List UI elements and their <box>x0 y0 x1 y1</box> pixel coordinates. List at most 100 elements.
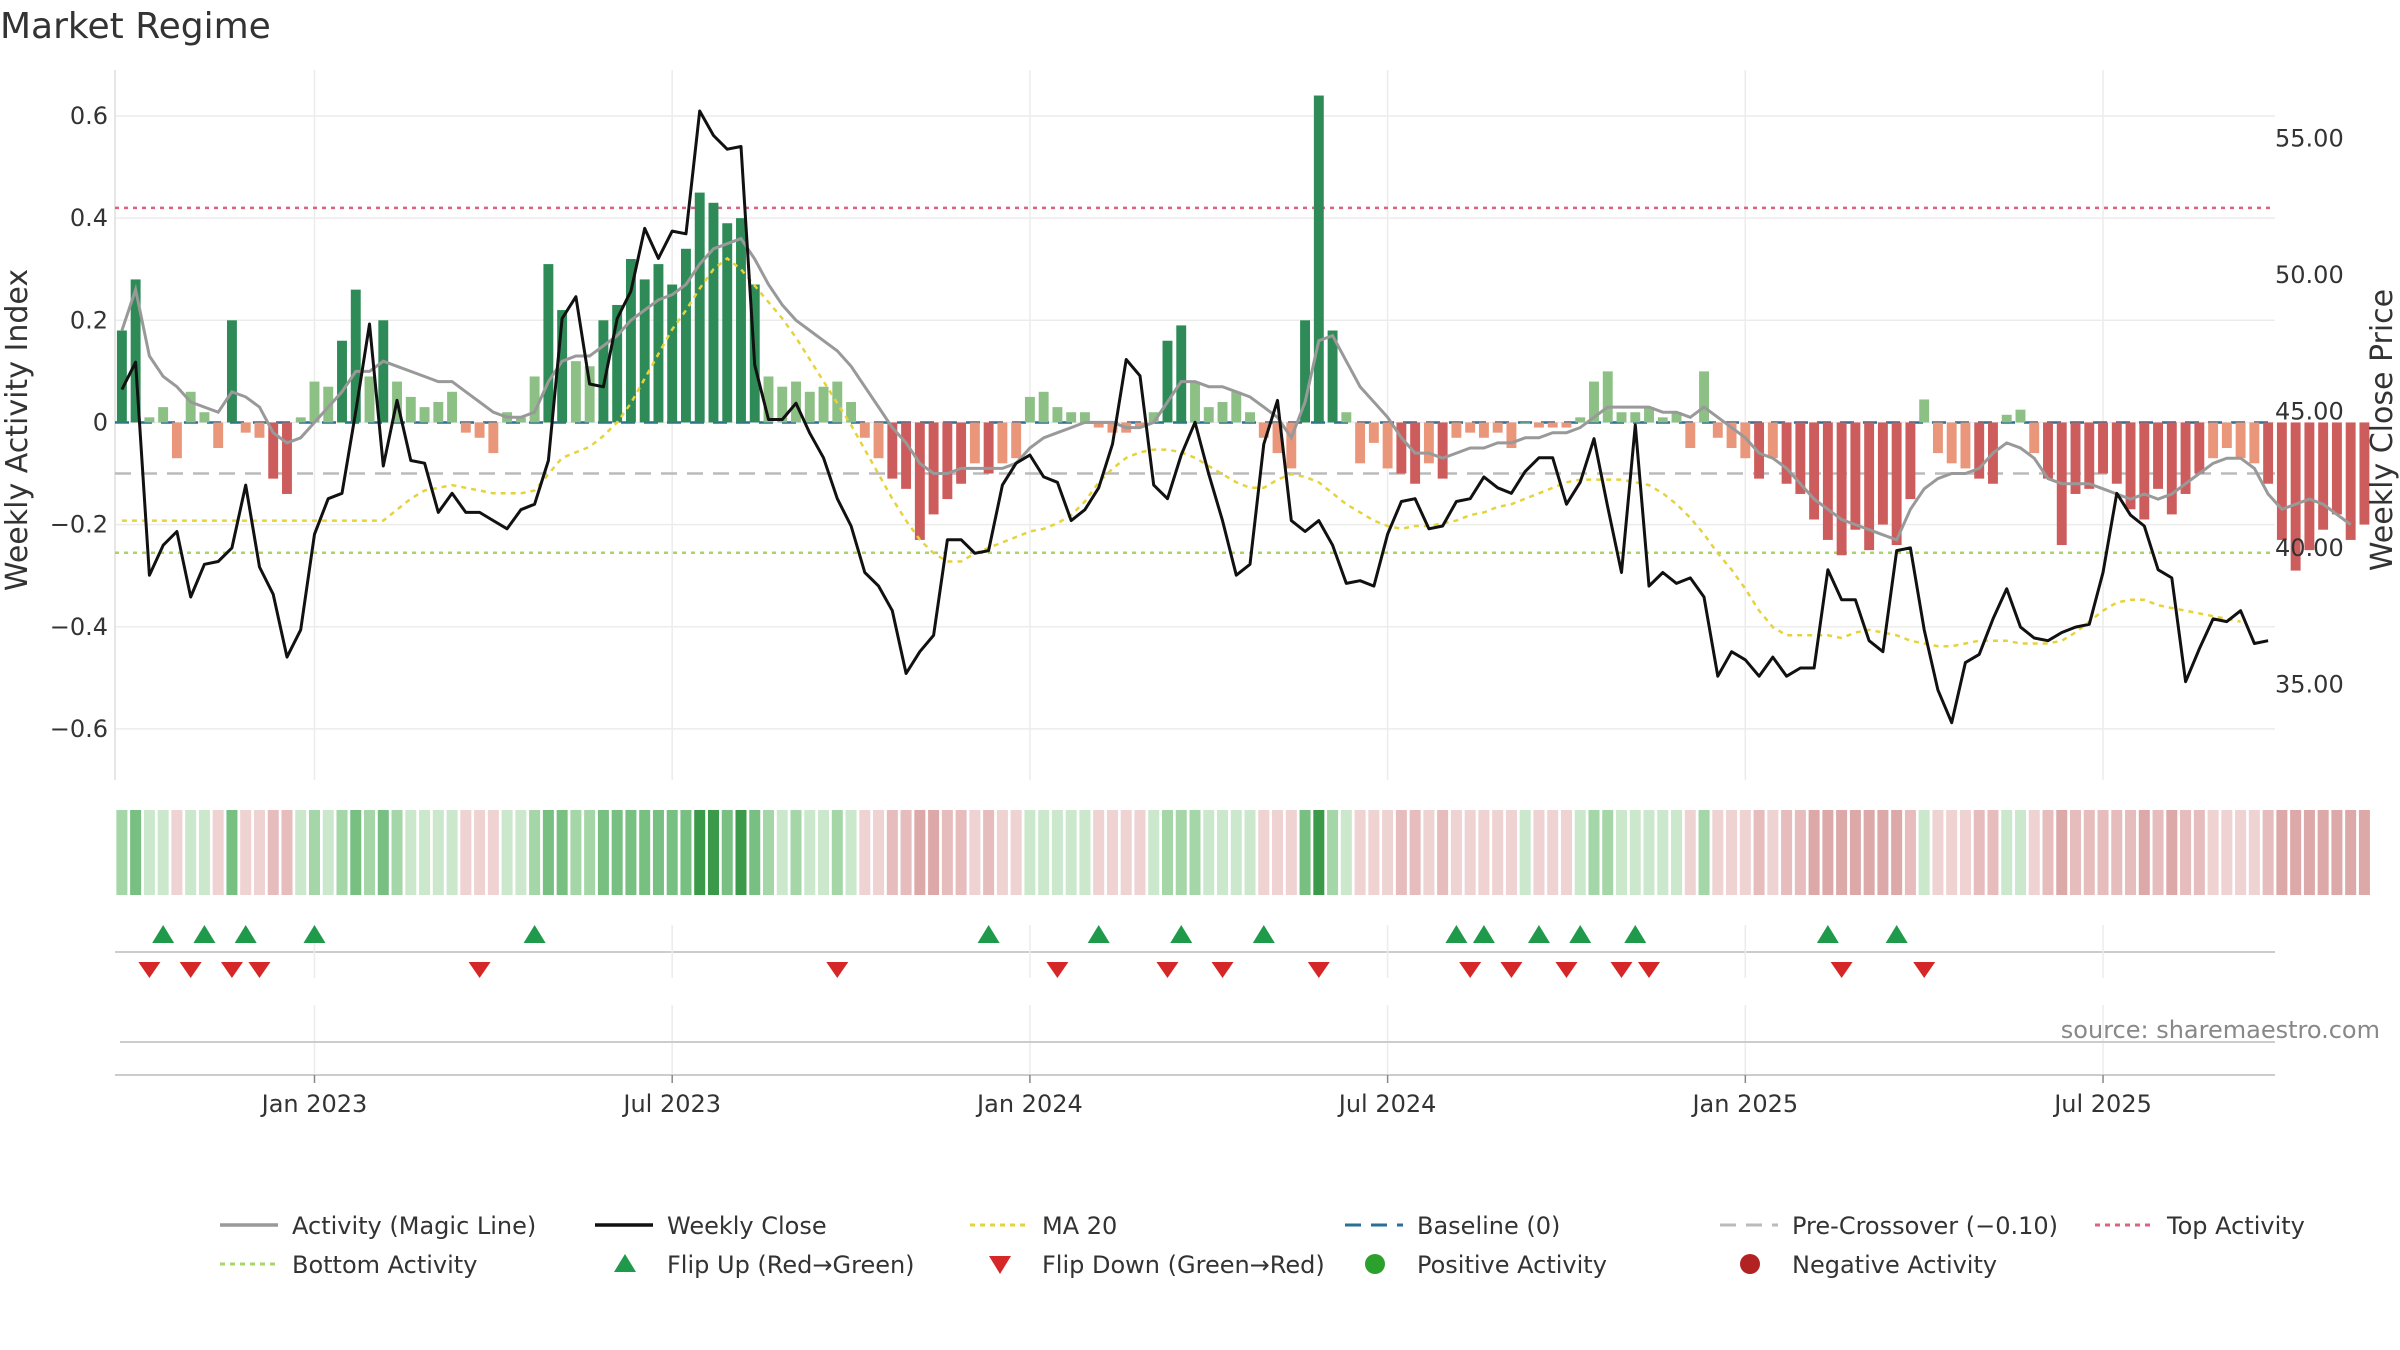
x-tick-label: Jul 2023 <box>621 1090 721 1118</box>
activity-bar <box>419 407 430 423</box>
heat-cell <box>391 810 403 895</box>
activity-bar <box>226 320 237 423</box>
heat-cell <box>763 810 775 895</box>
legend-item: MA 20 <box>970 1212 1117 1240</box>
heat-cell <box>474 810 486 895</box>
source-label: source: sharemaestro.com <box>2061 1016 2380 1044</box>
flip-up-marker <box>1445 925 1468 943</box>
legend-swatch <box>1365 1254 1385 1274</box>
y-tick-label: 0.2 <box>70 306 108 334</box>
activity-bar <box>557 310 568 423</box>
legend-item: Activity (Magic Line) <box>220 1212 536 1240</box>
heat-cell <box>914 810 926 895</box>
activity-bar <box>804 391 815 423</box>
activity-bar <box>983 422 994 474</box>
activity-bar <box>460 422 471 433</box>
heat-cell <box>1767 810 1779 895</box>
heat-cell <box>1354 810 1366 895</box>
activity-bar <box>1327 330 1338 423</box>
y-tick-label: 0 <box>93 408 108 436</box>
activity-bar <box>295 417 306 423</box>
heat-cell <box>1148 810 1160 895</box>
heat-cell <box>2276 810 2288 895</box>
flip-up-marker <box>1252 925 1275 943</box>
heat-cell <box>1849 810 1861 895</box>
activity-bar <box>901 422 912 489</box>
heat-cell <box>2262 810 2274 895</box>
heat-cell <box>542 810 554 895</box>
regime-heat-strip <box>116 810 2370 895</box>
activity-bar <box>1822 422 1833 540</box>
heat-cell <box>1574 810 1586 895</box>
activity-bar <box>309 381 320 423</box>
heat-cell <box>501 810 513 895</box>
heat-cell <box>322 810 334 895</box>
heat-cell <box>1904 810 1916 895</box>
heat-cell <box>212 810 224 895</box>
legend-item: Negative Activity <box>1740 1251 1997 1279</box>
activity-bar <box>2125 422 2136 510</box>
activity-bar <box>1561 422 1572 428</box>
heat-cell <box>1987 810 1999 895</box>
heat-cell <box>2290 810 2302 895</box>
activity-bar <box>1699 371 1709 423</box>
activity-bar <box>2276 422 2287 540</box>
flip-up-marker <box>977 925 1000 943</box>
heat-cell <box>1547 810 1559 895</box>
activity-bar <box>736 218 746 423</box>
activity-bar <box>282 422 292 494</box>
heat-cell <box>267 810 279 895</box>
heat-cell <box>584 810 596 895</box>
heat-cell <box>2235 810 2247 895</box>
heat-cell <box>625 810 637 895</box>
flip-down-marker <box>468 962 491 978</box>
heat-cell <box>2070 810 2082 895</box>
flip-down-marker <box>1638 962 1661 978</box>
activity-bar <box>1644 407 1654 423</box>
activity-bar <box>2139 422 2150 520</box>
flip-up-marker <box>1087 925 1110 943</box>
legend-item: Pre-Crossover (−0.10) <box>1720 1212 2058 1240</box>
weekly-close-line <box>120 109 2269 725</box>
activity-bar <box>2221 422 2232 448</box>
heat-cell <box>281 810 293 895</box>
heat-cell <box>611 810 623 895</box>
flip-down-marker <box>1046 962 1069 978</box>
activity-bar <box>1754 422 1765 479</box>
flip-down-marker <box>826 962 849 978</box>
activity-bar <box>171 422 182 459</box>
heat-cell <box>240 810 252 895</box>
activity-bar <box>1795 422 1806 494</box>
activity-bar <box>2359 422 2370 525</box>
heat-cell <box>1450 810 1462 895</box>
activity-bar <box>2304 422 2315 551</box>
heat-cell <box>1615 810 1627 895</box>
activity-bar <box>543 264 554 423</box>
legend-label: Negative Activity <box>1792 1251 1997 1279</box>
activity-bar <box>1919 399 1930 423</box>
activity-bar <box>2318 422 2329 530</box>
flip-down-marker <box>1211 962 1234 978</box>
activity-bar <box>1478 422 1489 438</box>
activity-bar <box>337 340 347 423</box>
legend-label: Flip Down (Green→Red) <box>1042 1251 1325 1279</box>
heat-cell <box>2152 810 2164 895</box>
activity-bar <box>2098 422 2108 474</box>
flip-up-marker <box>1170 925 1193 943</box>
heat-cell <box>1684 810 1696 895</box>
activity-bar <box>1355 422 1366 464</box>
heat-cell <box>639 810 651 895</box>
heat-cell <box>2193 810 2205 895</box>
activity-bar <box>1190 381 1200 423</box>
heat-cell <box>143 810 155 895</box>
heat-cell <box>1753 810 1765 895</box>
heat-cell <box>1602 810 1614 895</box>
x-tick-label: Jan 2024 <box>975 1090 1083 1118</box>
heat-cell <box>2221 810 2233 895</box>
heat-cell <box>873 810 885 895</box>
flip-down-marker <box>1459 962 1482 978</box>
heat-cell <box>2125 810 2137 895</box>
chart-title: Market Regime <box>0 6 271 47</box>
heat-cell <box>350 810 362 895</box>
